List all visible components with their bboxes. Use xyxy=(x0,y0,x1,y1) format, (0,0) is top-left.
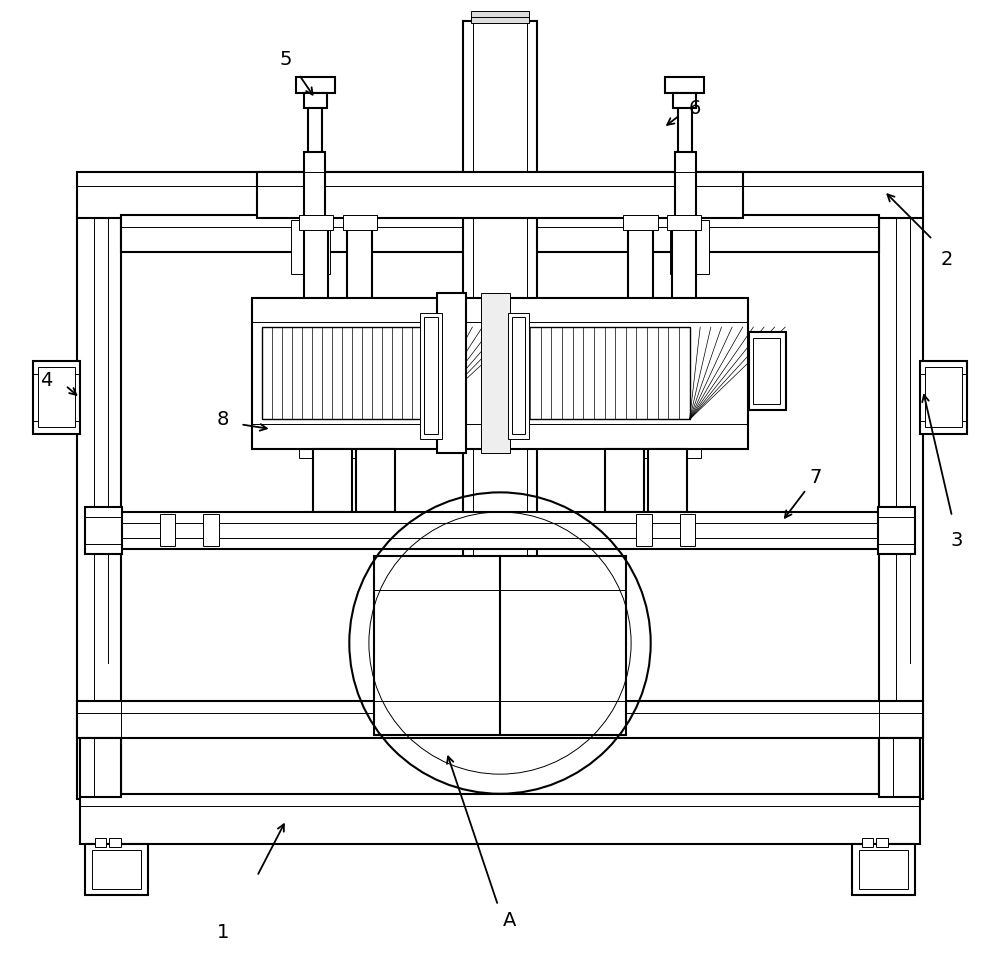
Bar xyxy=(852,844,915,895)
Bar xyxy=(299,215,333,230)
Text: 8: 8 xyxy=(217,410,229,429)
Bar xyxy=(672,220,696,453)
Bar xyxy=(665,77,704,93)
Bar xyxy=(347,220,372,453)
Bar xyxy=(749,332,786,409)
Bar xyxy=(77,701,923,738)
Bar xyxy=(308,89,322,175)
Bar xyxy=(463,20,537,566)
Bar xyxy=(291,220,330,274)
Bar xyxy=(85,844,148,895)
Bar xyxy=(420,313,442,439)
Bar xyxy=(862,838,873,847)
Bar xyxy=(879,738,920,797)
Bar xyxy=(304,93,327,108)
Bar xyxy=(876,838,888,847)
Text: 6: 6 xyxy=(688,98,701,118)
Bar xyxy=(512,317,525,434)
Bar xyxy=(678,89,692,175)
Bar xyxy=(356,448,395,512)
Bar xyxy=(262,327,422,419)
Bar xyxy=(80,738,121,797)
Bar xyxy=(878,507,915,554)
Bar xyxy=(38,367,75,427)
Bar xyxy=(33,361,80,434)
Text: 4: 4 xyxy=(40,371,52,390)
Bar xyxy=(437,293,466,453)
Bar xyxy=(304,220,328,453)
Bar xyxy=(481,293,510,453)
Text: A: A xyxy=(503,911,516,929)
Bar xyxy=(121,215,879,253)
Bar xyxy=(673,93,696,108)
Bar xyxy=(623,215,658,230)
Bar xyxy=(508,313,529,439)
Bar xyxy=(424,317,438,434)
Bar xyxy=(299,444,333,458)
Bar xyxy=(313,448,352,512)
Bar xyxy=(623,444,658,458)
Bar xyxy=(648,448,687,512)
Bar xyxy=(343,215,377,230)
Bar xyxy=(519,327,690,419)
Bar xyxy=(203,514,219,546)
Text: 1: 1 xyxy=(217,923,229,942)
Bar xyxy=(680,514,695,546)
Bar xyxy=(77,172,923,218)
Text: 5: 5 xyxy=(280,51,292,69)
Bar xyxy=(675,152,696,220)
Bar xyxy=(920,361,967,434)
Bar xyxy=(92,850,141,889)
Bar xyxy=(879,215,923,799)
Bar xyxy=(605,448,644,512)
Bar xyxy=(374,556,626,735)
Bar xyxy=(77,215,121,799)
Bar xyxy=(160,514,175,546)
Bar xyxy=(95,838,106,847)
Bar xyxy=(636,514,652,546)
Bar xyxy=(252,298,748,449)
Bar xyxy=(471,11,529,22)
Bar xyxy=(343,444,377,458)
Bar xyxy=(257,172,743,218)
Bar xyxy=(304,152,325,220)
Text: 7: 7 xyxy=(810,468,822,488)
Bar xyxy=(85,507,122,554)
Text: 2: 2 xyxy=(941,250,953,268)
Bar xyxy=(296,77,335,93)
Bar xyxy=(667,215,701,230)
Bar xyxy=(109,838,121,847)
Bar xyxy=(753,337,780,404)
Bar xyxy=(628,220,653,453)
Bar xyxy=(119,512,881,549)
Bar xyxy=(670,220,709,274)
Bar xyxy=(859,850,908,889)
Bar xyxy=(667,444,701,458)
Bar xyxy=(925,367,962,427)
Bar xyxy=(80,794,920,844)
Text: 3: 3 xyxy=(951,531,963,551)
